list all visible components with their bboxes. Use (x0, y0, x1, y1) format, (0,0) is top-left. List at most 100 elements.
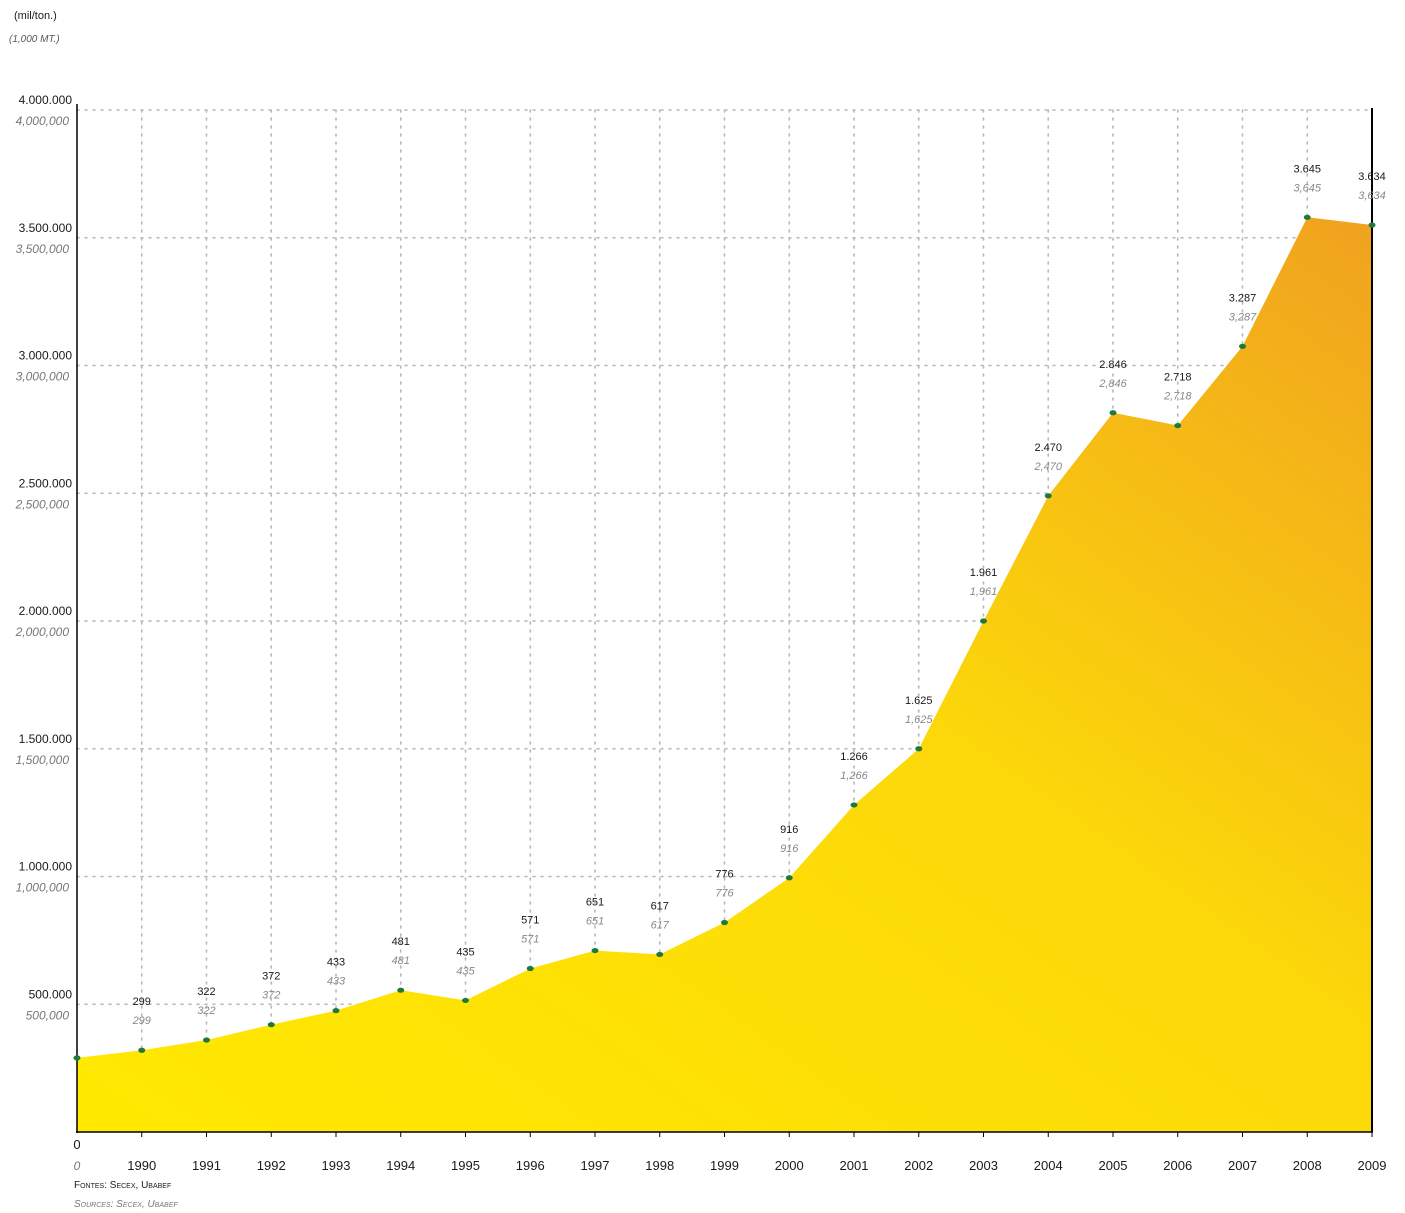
data-label: 1.961 (970, 567, 998, 579)
y-tick-label: 2.500.000 (19, 476, 73, 490)
data-point-marker (73, 1055, 81, 1061)
y-tick-label-english: 500,000 (26, 1008, 70, 1022)
x-tick-label: 1992 (257, 1158, 286, 1173)
x-tick-label: 1997 (581, 1158, 610, 1173)
data-point-marker (462, 997, 469, 1004)
source-note: Fontes: Secex, Ubabef (74, 1180, 172, 1191)
data-label: 2.470 (1034, 442, 1062, 454)
data-point-marker (267, 1022, 275, 1028)
data-label-english: 435 (456, 965, 475, 977)
x-tick-label: 2007 (1228, 1158, 1257, 1173)
x-tick-label: 1994 (386, 1158, 415, 1173)
data-label: 481 (392, 936, 410, 948)
data-label: 2.718 (1164, 372, 1192, 384)
data-point-marker (915, 746, 923, 752)
data-label-english: 481 (392, 955, 410, 967)
data-point-marker (850, 802, 858, 808)
data-point-marker (980, 618, 987, 624)
x-tick-label: 1995 (451, 1158, 480, 1173)
x-tick-label: 2008 (1293, 1158, 1322, 1173)
data-point-marker (1368, 222, 1376, 228)
data-label-english: 571 (521, 933, 539, 945)
origin-label: 0 (73, 1137, 80, 1152)
x-tick-label: 1998 (645, 1158, 674, 1173)
data-label-english: 916 (780, 843, 799, 855)
data-label: 372 (262, 971, 280, 983)
data-point-marker (138, 1047, 146, 1053)
y-tick-label: 3.500.000 (19, 221, 73, 235)
y-tick-label: 500.000 (29, 987, 73, 1001)
data-label: 299 (133, 996, 151, 1008)
data-label-english: 617 (651, 919, 670, 931)
data-label-english: 651 (586, 916, 604, 928)
x-tick-label: 2006 (1163, 1158, 1192, 1173)
y-tick-label: 1.500.000 (19, 732, 73, 746)
x-tick-label: 2003 (969, 1158, 998, 1173)
x-tick-label: 2009 (1358, 1158, 1387, 1173)
y-tick-label-english: 3,500,000 (16, 242, 70, 256)
x-tick-label: 2002 (904, 1158, 933, 1173)
data-label-english: 1,961 (970, 586, 998, 598)
data-label: 433 (327, 957, 345, 969)
x-tick-label: 1990 (127, 1158, 156, 1173)
data-point-marker (332, 1008, 340, 1014)
data-label: 617 (651, 900, 669, 912)
y-tick-label: 3.000.000 (19, 349, 73, 363)
data-label-english: 3,287 (1229, 311, 1257, 323)
data-point-marker (526, 965, 534, 972)
data-point-marker (1044, 493, 1052, 499)
data-label: 322 (197, 986, 215, 998)
data-label-english: 433 (327, 976, 346, 988)
data-point-marker (591, 947, 599, 954)
y-tick-label: 4.000.000 (19, 93, 73, 107)
data-label: 1.266 (840, 751, 868, 763)
x-tick-label: 2000 (775, 1158, 804, 1173)
data-point-marker (785, 875, 793, 881)
origin-label-english: 0 (74, 1159, 81, 1173)
data-point-marker (203, 1037, 210, 1043)
x-tick-label: 1996 (516, 1158, 545, 1173)
data-label: 3.287 (1229, 292, 1257, 304)
data-label-english: 1,625 (905, 714, 933, 726)
data-label: 1.625 (905, 695, 933, 707)
source-note-english: Sources: Secex, Ubabef (74, 1199, 178, 1210)
data-point-marker (1239, 343, 1246, 349)
data-label: 2.846 (1099, 359, 1127, 371)
x-tick-label: 2005 (1099, 1158, 1128, 1173)
data-point-marker (1174, 422, 1182, 429)
data-label: 571 (521, 914, 539, 926)
data-label: 3.645 (1293, 163, 1321, 175)
data-label: 916 (780, 824, 798, 836)
data-label-english: 372 (262, 990, 280, 1002)
data-label-english: 299 (132, 1015, 151, 1027)
y-tick-label-english: 3,000,000 (16, 370, 70, 384)
unit-label: (mil/ton.) (14, 10, 57, 22)
y-tick-label-english: 2,500,000 (15, 497, 70, 511)
data-label-english: 322 (197, 1005, 215, 1017)
data-point-marker (397, 987, 405, 993)
data-label-english: 776 (715, 887, 734, 899)
x-tick-label: 1999 (710, 1158, 739, 1173)
data-point-marker (656, 951, 664, 958)
data-label-english: 1,266 (840, 770, 868, 782)
y-tick-label: 1.000.000 (19, 860, 73, 874)
x-tick-label: 1993 (322, 1158, 351, 1173)
data-point-marker (721, 919, 728, 926)
data-label-english: 2,846 (1098, 378, 1127, 390)
data-label-english: 3,645 (1293, 182, 1321, 194)
data-label: 3.634 (1358, 171, 1386, 183)
y-tick-label-english: 4,000,000 (16, 114, 70, 128)
area-series (77, 217, 1372, 1133)
data-label-english: 2,718 (1163, 391, 1192, 403)
x-tick-label: 1991 (192, 1158, 221, 1173)
data-label: 651 (586, 897, 604, 909)
x-tick-label: 2001 (840, 1158, 869, 1173)
unit-label-english: (1,000 MT.) (9, 34, 60, 45)
data-label: 435 (456, 946, 474, 958)
x-tick-label: 2004 (1034, 1158, 1063, 1173)
y-tick-label-english: 1,500,000 (16, 753, 70, 767)
y-tick-label-english: 1,000,000 (16, 881, 70, 895)
y-tick-label: 2.000.000 (19, 604, 73, 618)
y-tick-label-english: 2,000,000 (15, 625, 70, 639)
